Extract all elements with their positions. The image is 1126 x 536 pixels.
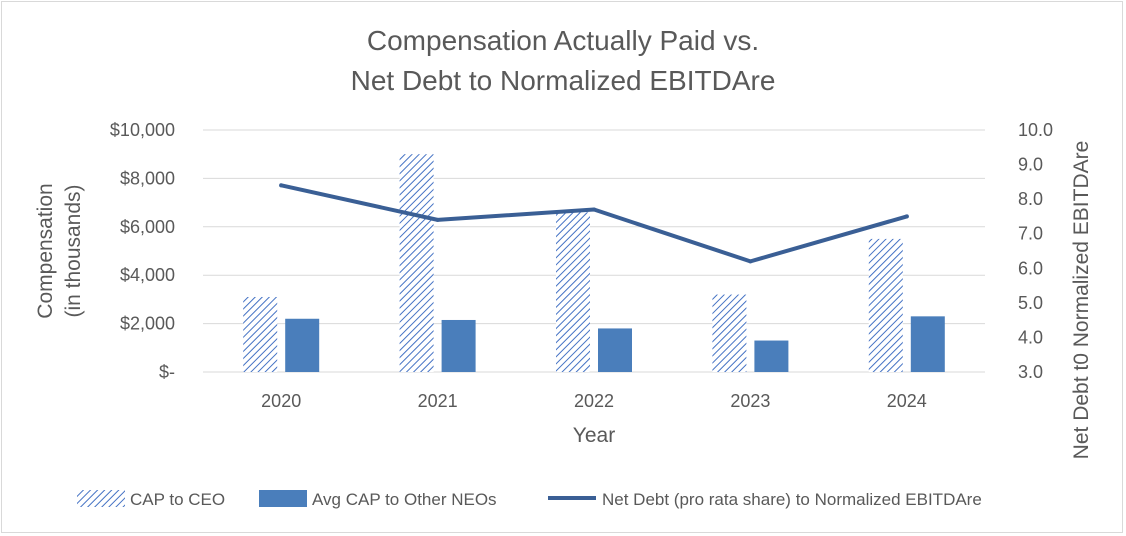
bar-avg-cap-other-neos	[285, 318, 320, 372]
y-axis-title-line-1: Compensation	[34, 183, 57, 318]
legend: CAP to CEO Avg CAP to Other NEOs Net Deb…	[77, 490, 982, 509]
line-point-net-debt	[592, 207, 596, 212]
legend-swatch-cap-to-ceo	[77, 490, 125, 507]
line-point-net-debt	[904, 214, 909, 219]
bar-cap-to-ceo	[399, 154, 434, 372]
legend-label-avg-cap: Avg CAP to Other NEOs	[312, 490, 497, 509]
y-tick-label: $4,000	[120, 265, 175, 285]
y2-tick-label: 8.0	[1018, 189, 1043, 209]
y2-tick-label: 10.0	[1018, 120, 1053, 140]
y2-tick-label: 9.0	[1018, 155, 1043, 175]
gridlines	[203, 129, 985, 373]
legend-label-net-debt: Net Debt (pro rata share) to Normalized …	[602, 490, 982, 509]
y-axis-ticks: $- $2,000 $4,000 $6,000 $8,000 $10,000	[110, 120, 175, 382]
bars	[243, 154, 945, 372]
x-tick-label: 2024	[887, 391, 927, 411]
y-tick-label: $6,000	[120, 217, 175, 237]
y-axis-title-line-2: (in thousands)	[62, 184, 85, 317]
y-tick-label: $8,000	[120, 168, 175, 188]
y2-tick-label: 6.0	[1018, 258, 1043, 278]
legend-label-cap-to-ceo: CAP to CEO	[130, 490, 225, 509]
x-tick-label: 2020	[261, 391, 301, 411]
bar-cap-to-ceo	[712, 294, 747, 372]
bar-cap-to-ceo	[556, 212, 590, 372]
y-tick-label: $2,000	[120, 314, 175, 334]
y-tick-label: $-	[159, 362, 175, 382]
bar-cap-to-ceo	[243, 296, 278, 372]
x-tick-label: 2022	[574, 391, 614, 411]
bar-cap-to-ceo	[868, 238, 903, 372]
y2-tick-label: 5.0	[1018, 293, 1043, 313]
bar-avg-cap-other-neos	[441, 319, 476, 372]
chart-title-line-1: Compensation Actually Paid vs.	[367, 25, 759, 56]
line-net-debt-to-ebitdare	[279, 183, 909, 264]
y2-tick-label: 3.0	[1018, 362, 1043, 382]
x-tick-label: 2021	[418, 391, 458, 411]
x-axis-title: Year	[573, 424, 615, 447]
legend-swatch-avg-cap	[259, 490, 307, 507]
y2-axis-title: Net Debt t0 Normalized EBITDAre	[1070, 141, 1093, 460]
bar-avg-cap-other-neos	[910, 316, 945, 372]
bar-avg-cap-other-neos	[598, 328, 632, 372]
y-tick-label: $10,000	[110, 120, 175, 140]
chart-title-line-2: Net Debt to Normalized EBITDAre	[351, 65, 776, 96]
line-point-net-debt	[748, 259, 753, 264]
bar-avg-cap-other-neos	[754, 340, 789, 372]
line-point-net-debt	[435, 217, 440, 222]
y2-tick-label: 4.0	[1018, 327, 1043, 347]
x-tick-label: 2023	[730, 391, 770, 411]
y2-tick-label: 7.0	[1018, 224, 1043, 244]
line-series	[279, 183, 909, 264]
line-point-net-debt	[279, 183, 284, 188]
x-axis-ticks: 2020 2021 2022 2023 2024	[261, 391, 927, 411]
y2-axis-ticks: 3.0 4.0 5.0 6.0 7.0 8.0 9.0 10.0	[1018, 120, 1053, 382]
